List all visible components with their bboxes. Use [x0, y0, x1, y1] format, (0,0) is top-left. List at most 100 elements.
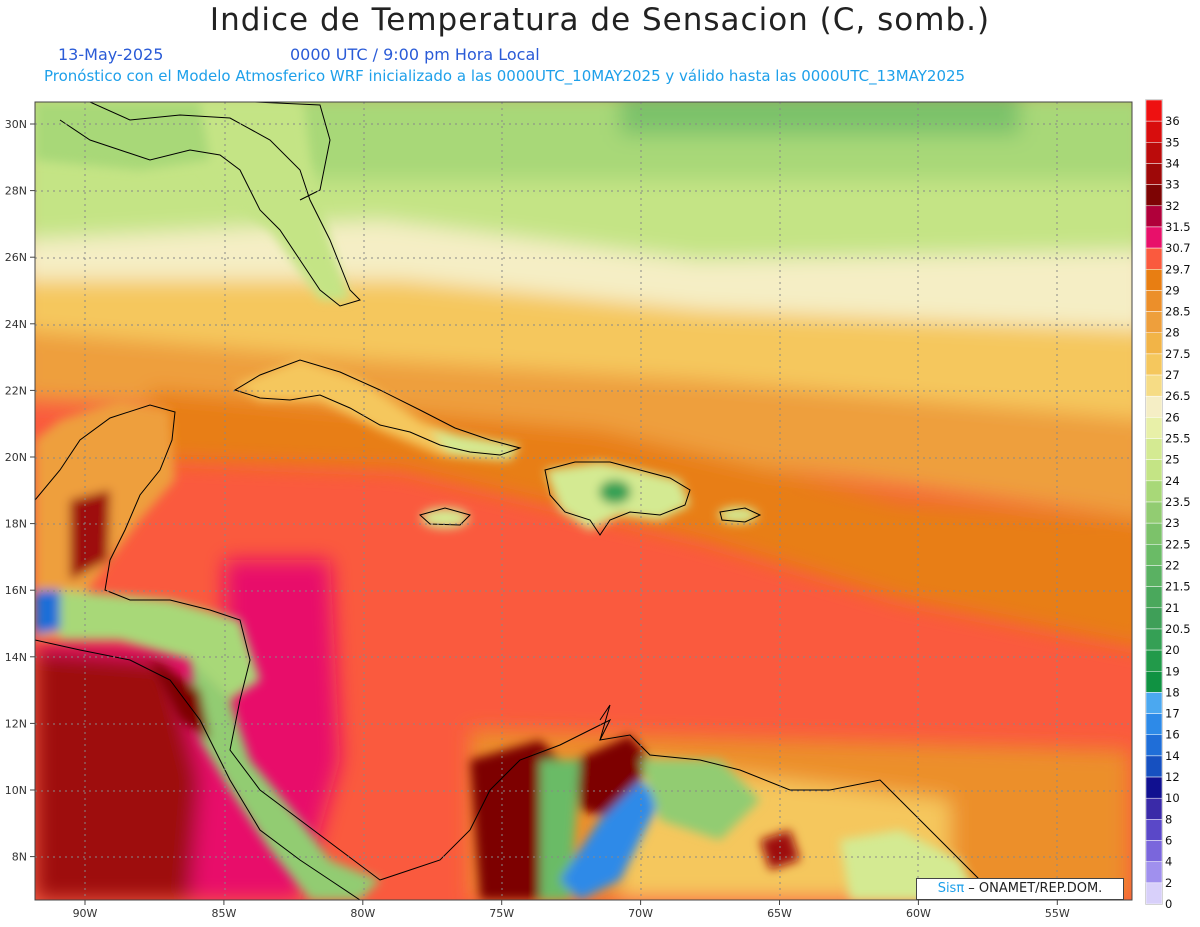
colorbar-swatch: [1145, 184, 1163, 207]
colorbar-swatch: [1145, 395, 1163, 418]
colorbar-label: 26.5: [1165, 389, 1191, 403]
colorbar-swatch: [1145, 374, 1163, 397]
lat-tick-label: 10N: [5, 784, 27, 797]
colorbar-label: 30.7: [1165, 241, 1191, 255]
colorbar-label: 22: [1165, 558, 1180, 572]
colorbar-swatch: [1145, 290, 1163, 312]
colorbar-swatch: [1145, 649, 1163, 672]
map-title: Indice de Temperatura de Sensacion (C, s…: [209, 2, 991, 38]
graticule: [35, 102, 1132, 900]
colorbar: 363534333231.530.729.72928.52827.52726.5…: [1145, 99, 1191, 911]
colorbar-swatch: [1145, 142, 1163, 164]
lon-tick-label: 65W: [767, 907, 792, 920]
colorbar-label: 23: [1165, 516, 1180, 530]
colorbar-label: 14: [1165, 749, 1180, 763]
colorbar-swatch: [1145, 522, 1163, 545]
colorbar-swatch: [1145, 586, 1163, 609]
colorbar-label: 10: [1165, 791, 1180, 805]
lat-tick-label: 24N: [5, 318, 27, 331]
colorbar-swatch: [1145, 840, 1163, 862]
longitude-ticks: 90W 85W 80W 75W 70W 65W 60W 55W: [73, 900, 1070, 920]
colorbar-swatch: [1145, 438, 1163, 460]
colorbar-label: 20: [1165, 643, 1180, 657]
colorbar-swatch: [1145, 882, 1163, 905]
colorbar-label: 23.5: [1165, 495, 1191, 509]
colorbar-label: 2: [1165, 876, 1172, 890]
lon-tick-label: 80W: [350, 907, 375, 920]
colorbar-swatch: [1145, 671, 1163, 693]
lat-tick-label: 8N: [12, 851, 27, 864]
map-frame: [34, 101, 1133, 901]
credit-box: Sisπ – ONAMET/REP.DOM.: [916, 878, 1124, 900]
colorbar-swatch: [1145, 797, 1163, 820]
model-description: Pronóstico con el Modelo Atmosferico WRF…: [44, 67, 966, 85]
lat-tick-label: 26N: [5, 251, 27, 264]
colorbar-swatch: [1145, 205, 1163, 228]
colorbar-label: 29.7: [1165, 262, 1191, 276]
lat-tick-label: 16N: [5, 584, 27, 597]
colorbar-label: 18: [1165, 685, 1180, 699]
lat-tick-label: 14N: [5, 651, 27, 664]
colorbar-swatch: [1145, 628, 1163, 651]
colorbar-swatch: [1145, 311, 1163, 333]
colorbar-swatch: [1145, 332, 1163, 355]
colorbar-swatch: [1145, 353, 1163, 376]
colorbar-swatch: [1145, 417, 1163, 439]
lat-tick-label: 12N: [5, 717, 27, 730]
colorbar-label: 12: [1165, 770, 1180, 784]
lon-tick-label: 90W: [73, 907, 98, 920]
forecast-time: 0000 UTC / 9:00 pm Hora Local: [290, 45, 540, 64]
colorbar-swatch: [1145, 99, 1163, 122]
colorbar-swatch: [1145, 565, 1163, 587]
sispi-logo: Sisπ: [937, 881, 965, 896]
colorbar-label: 34: [1165, 156, 1180, 170]
lon-tick-label: 70W: [628, 907, 653, 920]
colorbar-label: 24: [1165, 474, 1180, 488]
colorbar-label: 27.5: [1165, 347, 1191, 361]
colorbar-label: 16: [1165, 728, 1180, 742]
colorbar-label: 25: [1165, 453, 1180, 467]
lat-tick-label: 30N: [5, 118, 27, 131]
colorbar-label: 0: [1165, 897, 1172, 911]
colorbar-swatch: [1145, 480, 1163, 503]
colorbar-swatch: [1145, 247, 1163, 270]
colorbar-label: 35: [1165, 135, 1180, 149]
colorbar-label: 17: [1165, 707, 1180, 721]
colorbar-swatch: [1145, 607, 1163, 630]
colorbar-label: 6: [1165, 834, 1172, 848]
colorbar-swatch: [1145, 819, 1163, 841]
colorbar-swatch: [1145, 776, 1163, 799]
colorbar-swatch: [1145, 163, 1163, 185]
colorbar-label: 20.5: [1165, 622, 1191, 636]
colorbar-swatch: [1145, 501, 1163, 524]
colorbar-swatch: [1145, 734, 1163, 757]
colorbar-label: 8: [1165, 812, 1172, 826]
colorbar-label: 21.5: [1165, 580, 1191, 594]
lat-tick-label: 20N: [5, 451, 27, 464]
colorbar-label: 32: [1165, 199, 1180, 213]
colorbar-label: 28.5: [1165, 305, 1191, 319]
lat-tick-label: 18N: [5, 518, 27, 531]
colorbar-label: 19: [1165, 664, 1180, 678]
colorbar-label: 4: [1165, 855, 1172, 869]
colorbar-label: 28: [1165, 326, 1180, 340]
latitude-ticks: 30N 28N 26N 24N 22N 20N 18N 16N 14N 12N 10N 8N: [5, 118, 35, 864]
colorbar-label: 36: [1165, 114, 1180, 128]
colorbar-swatch: [1145, 544, 1163, 566]
lat-tick-label: 28N: [5, 185, 27, 198]
colorbar-swatch: [1145, 459, 1163, 482]
colorbar-swatch: [1145, 755, 1163, 778]
colorbar-swatch: [1145, 861, 1163, 884]
credit-text: – ONAMET/REP.DOM.: [964, 881, 1103, 896]
colorbar-label: 26: [1165, 410, 1180, 424]
colorbar-swatch: [1145, 269, 1163, 291]
lon-tick-label: 60W: [906, 907, 931, 920]
colorbar-label: 21: [1165, 601, 1180, 615]
colorbar-label: 29: [1165, 283, 1180, 297]
lat-tick-label: 22N: [5, 384, 27, 397]
lon-tick-label: 85W: [211, 907, 236, 920]
colorbar-label: 31.5: [1165, 220, 1191, 234]
colorbar-label: 22.5: [1165, 537, 1191, 551]
lon-tick-label: 75W: [489, 907, 514, 920]
colorbar-label: 25.5: [1165, 432, 1191, 446]
